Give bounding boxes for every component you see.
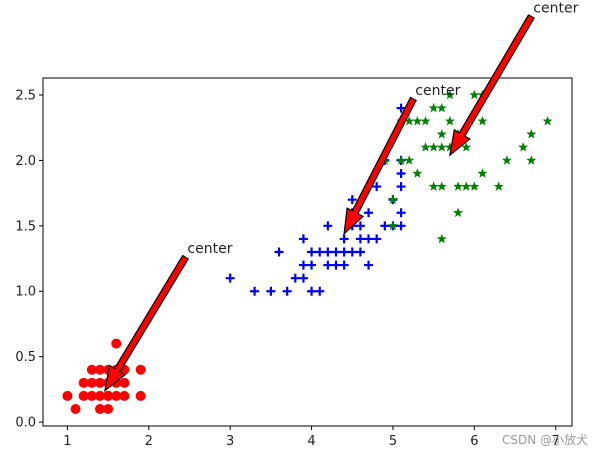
x-tick-label: 3 bbox=[226, 434, 234, 449]
y-tick-label: 1.5 bbox=[15, 219, 36, 234]
x-tick-label: 4 bbox=[307, 434, 315, 449]
data-point-circle bbox=[94, 403, 105, 414]
data-point-circle bbox=[111, 390, 122, 401]
data-point-plus bbox=[323, 247, 333, 257]
x-tick-label: 2 bbox=[145, 434, 153, 449]
data-point-plus bbox=[274, 247, 284, 257]
y-tick-label: 0.5 bbox=[15, 350, 36, 365]
data-point-plus bbox=[307, 286, 317, 296]
data-point-plus bbox=[364, 234, 374, 244]
data-point-plus bbox=[396, 182, 406, 192]
data-point-circle bbox=[103, 390, 114, 401]
data-point-plus bbox=[355, 221, 365, 231]
data-point-plus bbox=[323, 221, 333, 231]
data-point-plus bbox=[372, 182, 382, 192]
data-point-circle bbox=[119, 377, 130, 388]
data-point-circle bbox=[86, 390, 97, 401]
data-point-plus bbox=[339, 234, 349, 244]
x-tick-label: 1 bbox=[63, 434, 71, 449]
data-point-plus bbox=[396, 208, 406, 218]
y-tick-label: 0.0 bbox=[15, 416, 36, 431]
annotation-label: center bbox=[533, 1, 578, 17]
data-point-plus bbox=[266, 286, 276, 296]
data-point-circle bbox=[119, 390, 130, 401]
series-layer bbox=[62, 89, 553, 414]
data-point-plus bbox=[396, 103, 406, 113]
data-point-circle bbox=[135, 364, 146, 375]
data-point-plus bbox=[355, 247, 365, 257]
data-point-plus bbox=[396, 221, 406, 231]
data-point-plus bbox=[331, 247, 341, 257]
x-tick-label: 5 bbox=[389, 434, 397, 449]
annotation-layer: center center center bbox=[104, 1, 579, 393]
y-axis: 0.0 0.5 1.0 1.5 2.0 2.5 bbox=[15, 89, 43, 431]
data-point-plus bbox=[250, 286, 260, 296]
data-point-plus bbox=[323, 260, 333, 270]
annotation-arrow bbox=[104, 254, 190, 393]
annotation-label: center bbox=[415, 83, 460, 99]
x-axis: 1 2 3 4 5 6 7 bbox=[63, 426, 560, 449]
y-tick-label: 2.0 bbox=[15, 154, 36, 169]
data-point-plus bbox=[339, 260, 349, 270]
data-point-circle bbox=[94, 377, 105, 388]
data-point-plus bbox=[290, 273, 300, 283]
data-point-circle bbox=[103, 403, 114, 414]
data-point-plus bbox=[396, 169, 406, 179]
data-point-plus bbox=[380, 221, 390, 231]
data-point-circle bbox=[78, 390, 89, 401]
x-tick-label: 6 bbox=[470, 434, 478, 449]
data-point-circle bbox=[135, 390, 146, 401]
annotation-label: center bbox=[187, 241, 232, 257]
data-point-plus bbox=[347, 247, 357, 257]
annotation-arrow bbox=[343, 96, 417, 236]
data-point-circle bbox=[70, 403, 81, 414]
data-point-plus bbox=[355, 234, 365, 244]
data-point-plus bbox=[364, 208, 374, 218]
data-point-plus bbox=[307, 260, 317, 270]
data-point-plus bbox=[307, 247, 317, 257]
data-point-plus bbox=[347, 195, 357, 205]
watermark: CSDN @小放犬 bbox=[501, 433, 588, 447]
data-point-plus bbox=[315, 247, 325, 257]
data-point-circle bbox=[94, 390, 105, 401]
data-point-circle bbox=[86, 377, 97, 388]
data-point-circle bbox=[78, 377, 89, 388]
x-tick-label: 7 bbox=[552, 434, 560, 449]
data-point-plus bbox=[364, 260, 374, 270]
data-point-plus bbox=[282, 286, 292, 296]
data-point-circle bbox=[62, 390, 73, 401]
data-point-circle bbox=[94, 364, 105, 375]
data-point-circle bbox=[111, 338, 122, 349]
data-point-plus bbox=[298, 260, 308, 270]
data-point-plus bbox=[339, 247, 349, 257]
data-point-circle bbox=[86, 364, 97, 375]
data-point-plus bbox=[315, 286, 325, 296]
data-point-plus bbox=[298, 273, 308, 283]
y-tick-label: 2.5 bbox=[15, 89, 36, 104]
annotation-arrow bbox=[449, 14, 535, 157]
data-point-plus bbox=[331, 260, 341, 270]
data-point-plus bbox=[225, 273, 235, 283]
data-point-plus bbox=[372, 234, 382, 244]
y-tick-label: 1.0 bbox=[15, 285, 36, 300]
data-point-plus bbox=[298, 234, 308, 244]
